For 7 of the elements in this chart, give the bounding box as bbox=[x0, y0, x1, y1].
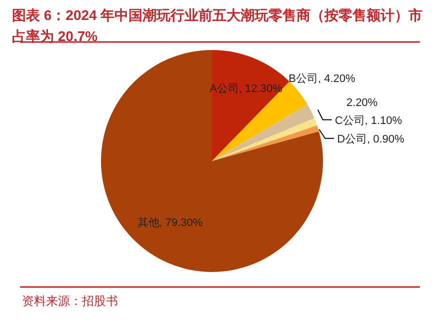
pie-slice bbox=[101, 50, 323, 272]
slice-label: C公司, 1.10% bbox=[334, 114, 402, 127]
pie-slice bbox=[212, 125, 319, 161]
slice-label: D公司, 0.90% bbox=[337, 133, 405, 146]
text: 资料来源：招股书 bbox=[22, 294, 118, 308]
pie-slice bbox=[212, 118, 318, 161]
pie-slice bbox=[212, 104, 314, 161]
